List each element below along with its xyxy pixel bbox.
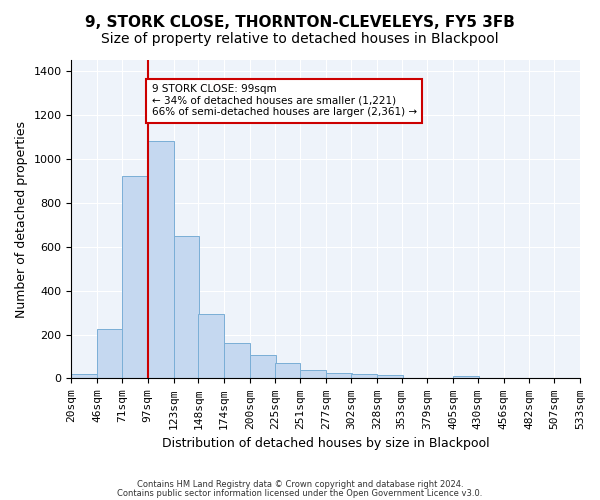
Bar [148, 142, 173, 378]
Text: Contains HM Land Registry data © Crown copyright and database right 2024.: Contains HM Land Registry data © Crown c… [137, 480, 463, 489]
Text: Contains public sector information licensed under the Open Government Licence v3: Contains public sector information licen… [118, 488, 482, 498]
Bar [122, 176, 148, 378]
Bar [351, 374, 377, 378]
Bar [173, 236, 199, 378]
Text: 9, STORK CLOSE, THORNTON-CLEVELEYS, FY5 3FB: 9, STORK CLOSE, THORNTON-CLEVELEYS, FY5 … [85, 15, 515, 30]
Bar [326, 372, 352, 378]
Bar [301, 370, 326, 378]
Y-axis label: Number of detached properties: Number of detached properties [15, 120, 28, 318]
Bar [453, 376, 479, 378]
Bar [224, 344, 250, 378]
Bar [97, 329, 123, 378]
Bar [377, 375, 403, 378]
Bar [71, 374, 97, 378]
Text: Size of property relative to detached houses in Blackpool: Size of property relative to detached ho… [101, 32, 499, 46]
X-axis label: Distribution of detached houses by size in Blackpool: Distribution of detached houses by size … [162, 437, 490, 450]
Bar [199, 314, 224, 378]
Bar [275, 363, 301, 378]
Text: 9 STORK CLOSE: 99sqm
← 34% of detached houses are smaller (1,221)
66% of semi-de: 9 STORK CLOSE: 99sqm ← 34% of detached h… [152, 84, 417, 117]
Bar [250, 356, 275, 378]
